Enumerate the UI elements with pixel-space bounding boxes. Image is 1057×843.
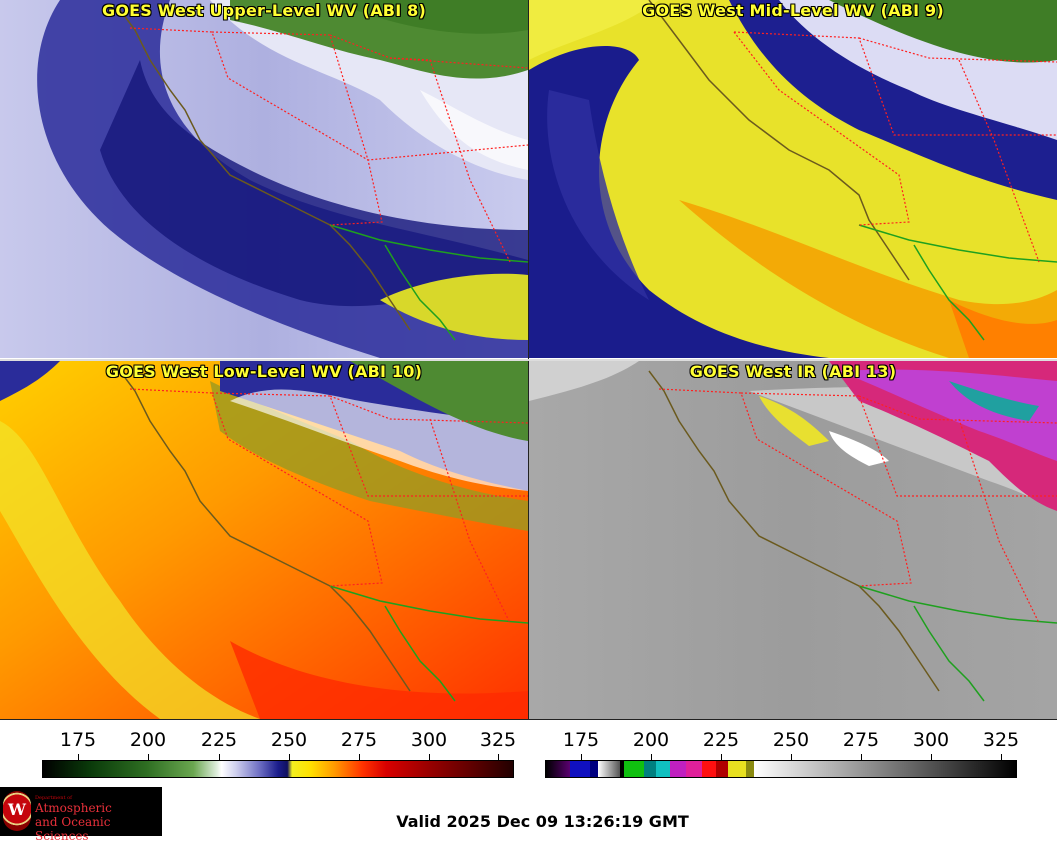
tick-mark <box>219 754 220 760</box>
tick-label: 300 <box>912 729 950 751</box>
mid-level-wv-image <box>529 0 1057 358</box>
tick-mark <box>1001 754 1002 760</box>
panel-low-level-wv: GOES West Low-Level WV (ABI 10) <box>0 361 528 719</box>
tick-label: 325 <box>982 729 1020 751</box>
tick-label: 200 <box>129 729 167 751</box>
logo-dept-label: Department of <box>35 795 72 801</box>
tick-label: 175 <box>59 729 97 751</box>
colorbar-ramp <box>42 760 514 778</box>
tick-label: 225 <box>200 729 238 751</box>
panel-divider-horizontal <box>0 359 1057 361</box>
panel-title: GOES West Low-Level WV (ABI 10) <box>105 362 423 381</box>
ir-colorbar-segments <box>546 761 1016 777</box>
colorbar-wv: 175 200 225 250 275 300 325 <box>0 720 528 780</box>
aos-logo: W Department of Atmospheric and Oceanic … <box>0 787 162 843</box>
panel-title: GOES West Mid-Level WV (ABI 9) <box>642 1 944 20</box>
tick-label: 275 <box>340 729 378 751</box>
tick-label: 225 <box>702 729 740 751</box>
uw-seal-icon: W <box>3 791 31 831</box>
upper-level-wv-image <box>0 0 528 358</box>
tick-label: 250 <box>772 729 810 751</box>
tick-mark <box>651 754 652 760</box>
panel-bottom-border <box>0 719 1057 720</box>
panel-title: GOES West IR (ABI 13) <box>689 362 897 381</box>
tick-mark <box>931 754 932 760</box>
tick-mark <box>861 754 862 760</box>
tick-mark <box>721 754 722 760</box>
tick-label: 200 <box>632 729 670 751</box>
colorbar-ramp <box>545 760 1017 778</box>
tick-mark <box>581 754 582 760</box>
tick-label: 250 <box>270 729 308 751</box>
tick-mark <box>148 754 149 760</box>
panel-mid-level-wv: GOES West Mid-Level WV (ABI 9) <box>529 0 1057 358</box>
tick-label: 175 <box>562 729 600 751</box>
tick-mark <box>498 754 499 760</box>
ir-image <box>529 361 1057 719</box>
panel-title: GOES West Upper-Level WV (ABI 8) <box>102 1 426 20</box>
colorbar-ir: 175 200 225 250 275 300 325 <box>0 720 1019 780</box>
tick-label: 300 <box>410 729 448 751</box>
tick-label: 325 <box>479 729 517 751</box>
logo-line1: Atmospheric <box>35 801 112 815</box>
tick-mark <box>359 754 360 760</box>
tick-mark <box>791 754 792 760</box>
tick-mark <box>429 754 430 760</box>
panel-upper-level-wv: GOES West Upper-Level WV (ABI 8) <box>0 0 528 358</box>
tick-mark <box>78 754 79 760</box>
low-level-wv-image <box>0 361 528 719</box>
tick-label: 275 <box>842 729 880 751</box>
tick-mark <box>289 754 290 760</box>
panel-ir: GOES West IR (ABI 13) <box>529 361 1057 719</box>
valid-timestamp: Valid 2025 Dec 09 13:26:19 GMT <box>396 812 689 831</box>
